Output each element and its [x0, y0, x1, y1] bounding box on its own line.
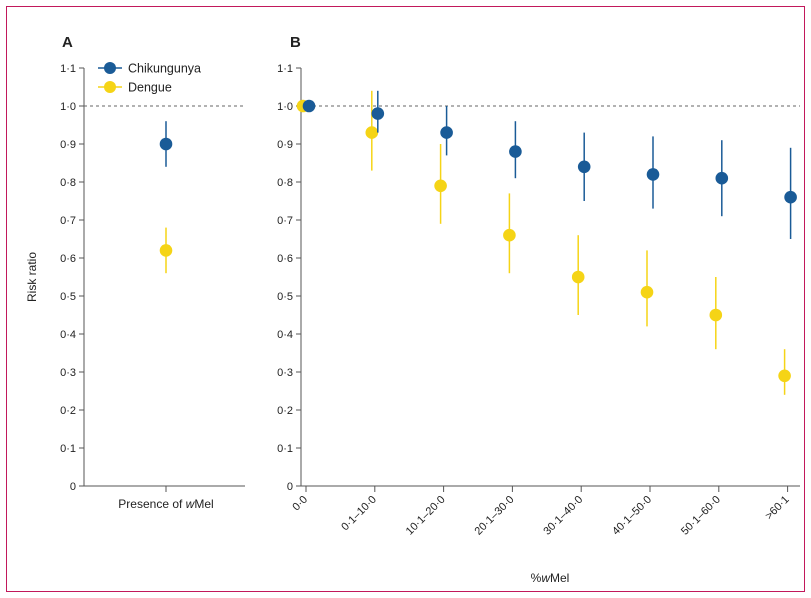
panel-b-y-tick-label: 0·8	[277, 177, 293, 189]
panel-a-y-axis: 0 0·1 0·2 0·3 0·4 0·5 0·6 0·7 0·8 0·9 1·0 1·1	[60, 63, 85, 493]
panel-b-dengue-point	[778, 369, 791, 383]
panel-b-y-tick-label: 1·1	[277, 63, 293, 75]
panel-a-y-tick-label: 0·4	[60, 329, 76, 341]
panel-b-x-axis-title: %wMel	[531, 571, 570, 585]
panel-a: A 0 0·1 0·2 0·3 0·4 0·5 0·6 0·7 0·8 0·9 1·0 1·1 Pre…	[25, 34, 245, 511]
panel-b-y-axis: 0 0·1 0·2 0·3 0·4 0·5 0·6 0·7 0·8 0·9 1·0 1·1	[277, 63, 302, 493]
panel-b-chikungunya-point	[577, 160, 591, 174]
panel-b-chikungunya-point	[715, 171, 729, 185]
panel-a-x-title-italic: w	[186, 497, 196, 511]
panel-a-y-tick-label: 0·6	[60, 253, 76, 265]
panel-b-chikungunya-point	[440, 126, 453, 139]
panel-b-chikungunya-point	[646, 168, 660, 181]
panel-b-y-tick-label: 0·3	[277, 367, 293, 379]
panel-b-y-tick-label: 0·1	[277, 443, 293, 455]
panel-b-y-tick-label: 0·9	[277, 139, 293, 151]
panel-b-y-tick-label: 0·5	[277, 291, 293, 303]
panel-a-x-axis	[84, 485, 245, 492]
panel-b-chikungunya-point	[509, 145, 522, 158]
panel-a-x-axis-title: Presence of wMel	[118, 497, 213, 511]
panel-b-label: B	[290, 34, 301, 51]
panel-b-dengue-point	[434, 179, 447, 193]
panel-b-y-tick-label: 0·4	[277, 329, 293, 341]
panel-a-y-tick-label: 0·7	[60, 215, 76, 227]
panel-a-x-title-prefix: Presence of	[118, 497, 185, 511]
panel-a-y-tick-label: 0·2	[60, 405, 76, 417]
panel-b-y-tick-label: 1·0	[277, 101, 293, 113]
legend: Chikungunya Dengue	[98, 62, 201, 95]
panel-a-label: A	[62, 34, 73, 51]
panel-a-y-tick-label: 1·1	[60, 63, 76, 75]
panel-a-y-tick-label: 0·1	[60, 443, 76, 455]
legend-chikungunya-marker	[104, 62, 116, 74]
panel-a-y-axis-title: Risk ratio	[25, 252, 39, 302]
panel-b-x-title-prefix: %	[531, 571, 542, 585]
panel-b-dengue-point	[709, 308, 723, 322]
panel-b-chikungunya-point	[784, 190, 797, 204]
panel-b-y-tick-label: 0	[287, 481, 293, 493]
panel-b-chikungunya-point	[302, 99, 316, 113]
panel-b-chikungunya-point	[371, 107, 385, 120]
legend-dengue-label: Dengue	[128, 81, 172, 95]
panel-b-points	[296, 90, 797, 395]
panel-a-y-tick-label: 0	[70, 481, 76, 493]
panel-b-dengue-point	[640, 285, 654, 299]
panel-b-x-title-suffix: Mel	[550, 571, 569, 585]
legend-dengue-marker	[104, 81, 116, 93]
panel-a-points	[159, 121, 173, 274]
panel-b-x-title-italic: w	[541, 571, 551, 585]
panel-b-y-tick-label: 0·2	[277, 405, 293, 417]
panel-b-dengue-point	[503, 228, 516, 242]
panel-b-y-tick-label: 0·6	[277, 253, 293, 265]
panel-a-y-tick-label: 0·9	[60, 139, 76, 151]
panel-b-dengue-point	[365, 126, 379, 139]
panel-a-y-tick-label: 0·8	[60, 177, 76, 189]
panel-a-x-title-suffix: Mel	[194, 497, 213, 511]
figure-frame	[6, 6, 805, 592]
panel-b-y-tick-label: 0·7	[277, 215, 293, 227]
panel-b-dengue-point	[571, 270, 585, 284]
panel-a-y-tick-label: 1·0	[60, 101, 76, 113]
panel-a-dengue-point	[159, 244, 173, 257]
panel-a-chikungunya-point	[159, 137, 173, 151]
legend-chikungunya-label: Chikungunya	[128, 62, 201, 76]
panel-a-y-tick-label: 0·5	[60, 291, 76, 303]
panel-a-y-tick-label: 0·3	[60, 367, 76, 379]
